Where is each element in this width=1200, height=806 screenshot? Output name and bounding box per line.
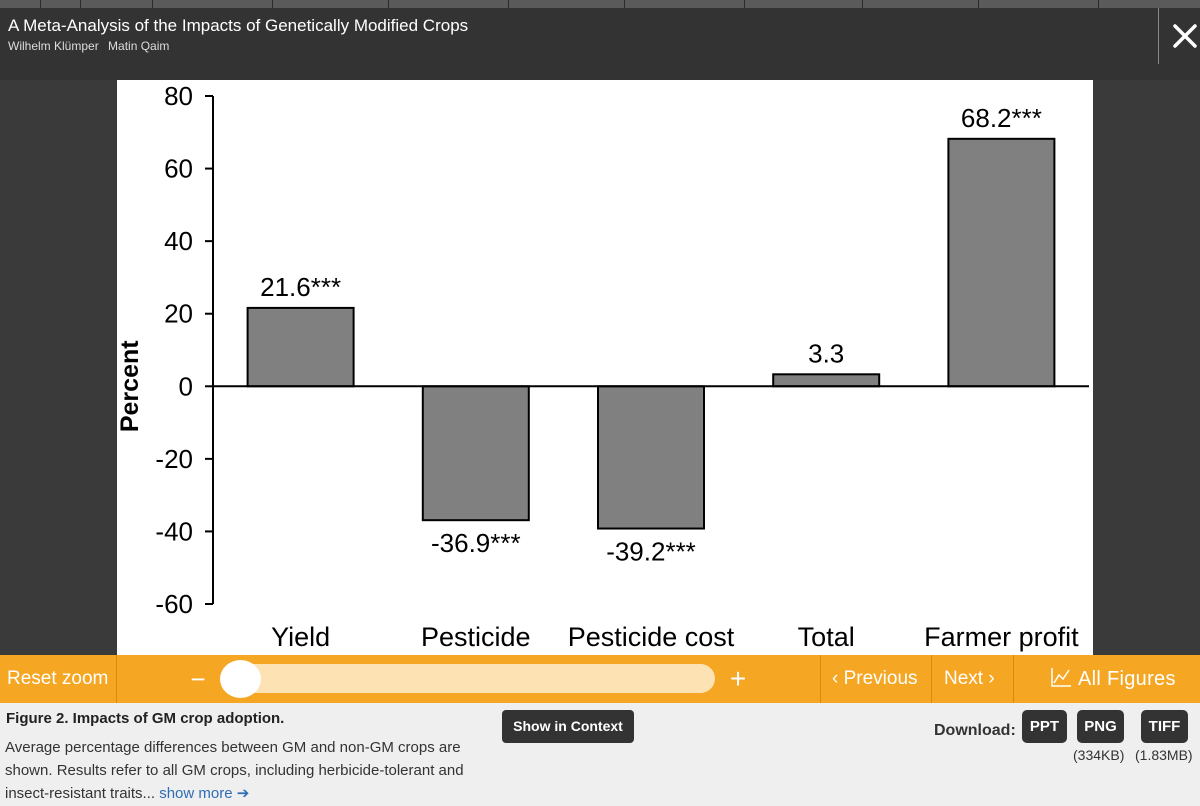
all-figures-label: All Figures <box>1078 668 1176 690</box>
y-tick-label: 20 <box>164 299 193 329</box>
all-figures-button[interactable]: All Figures <box>1050 655 1176 703</box>
download-png-button[interactable]: PNG <box>1077 710 1124 743</box>
download-tiff-button[interactable]: TIFF <box>1141 710 1188 743</box>
show-in-context-button[interactable]: Show in Context <box>502 710 634 743</box>
data-label: 3.3 <box>808 338 844 368</box>
bar <box>772 373 881 388</box>
category-label: Pesticide <box>421 622 531 652</box>
figure-image: 80 60 40 20 0 -20 -40 -60 Percent 21.6*** Yield -36… <box>117 80 1093 655</box>
article-title: A Meta-Analysis of the Impacts of Geneti… <box>8 16 469 35</box>
author-name: Wilhelm Klümper <box>8 39 99 53</box>
zoom-out-button[interactable]: − <box>190 664 206 694</box>
download-ppt-button[interactable]: PPT <box>1022 710 1067 743</box>
viewer-header: A Meta-Analysis of the Impacts of Geneti… <box>0 8 1200 80</box>
data-label: -36.9*** <box>431 528 521 558</box>
category-label: Yield <box>271 622 330 652</box>
toolbar-divider <box>931 655 932 703</box>
author-name: Matin Qaim <box>108 39 170 53</box>
y-tick-label: 60 <box>164 154 193 184</box>
y-tick-label: -60 <box>155 589 193 619</box>
figure-toolbar: Reset zoom − + ‹ Previous Next › All Fig… <box>0 655 1200 703</box>
category-label: Pesticide cost <box>568 622 735 652</box>
reset-zoom-button[interactable]: Reset zoom <box>7 668 109 689</box>
figure-viewport[interactable]: 80 60 40 20 0 -20 -40 -60 Percent 21.6*** Yield -36… <box>0 80 1200 655</box>
toolbar-divider <box>820 655 821 703</box>
category-label: Farmer profit <box>924 622 1079 652</box>
figure-caption-text: Average percentage differences between G… <box>5 736 465 805</box>
y-axis-label: Percent <box>117 340 144 432</box>
download-label: Download: <box>934 722 1016 739</box>
bar <box>246 306 355 388</box>
y-tick-label: 40 <box>164 226 193 256</box>
png-file-size: (334KB) <box>1073 747 1125 763</box>
author-list: Wilhelm Klümper Matin Qaim <box>8 39 169 53</box>
figure-caption-panel: Figure 2. Impacts of GM crop adoption. A… <box>0 703 1200 806</box>
close-divider <box>1158 8 1159 64</box>
previous-figure-button[interactable]: ‹ Previous <box>832 668 918 689</box>
toolbar-divider <box>1013 655 1014 703</box>
y-tick-label: 80 <box>164 81 193 111</box>
y-tick-label: -20 <box>155 444 193 474</box>
bar <box>597 385 705 530</box>
close-icon <box>1173 24 1197 48</box>
data-label: 21.6*** <box>260 272 341 302</box>
bar-chart: 80 60 40 20 0 -20 -40 -60 Percent 21.6*** Yield -36… <box>117 81 1089 652</box>
zoom-slider-thumb[interactable] <box>220 660 261 698</box>
zoom-slider[interactable] <box>222 664 715 693</box>
bar <box>421 385 530 522</box>
next-figure-button[interactable]: Next › <box>944 668 995 689</box>
top-tab-strip <box>0 0 1200 8</box>
close-button[interactable] <box>1170 18 1200 54</box>
show-more-link[interactable]: show more ➔ <box>159 785 250 802</box>
figure-caption-title: Figure 2. Impacts of GM crop adoption. <box>6 710 285 727</box>
bar <box>947 137 1056 388</box>
tiff-file-size: (1.83MB) <box>1135 747 1193 763</box>
line-chart-icon <box>1051 668 1071 687</box>
data-label: 68.2*** <box>961 103 1042 133</box>
data-label: -39.2*** <box>606 537 696 567</box>
toolbar-divider <box>116 655 117 703</box>
y-tick-label: 0 <box>179 371 193 401</box>
y-tick-label: -40 <box>155 516 193 546</box>
caption-body: Average percentage differences between G… <box>5 739 464 802</box>
zoom-in-button[interactable]: + <box>729 663 747 694</box>
category-label: Total <box>798 622 855 652</box>
